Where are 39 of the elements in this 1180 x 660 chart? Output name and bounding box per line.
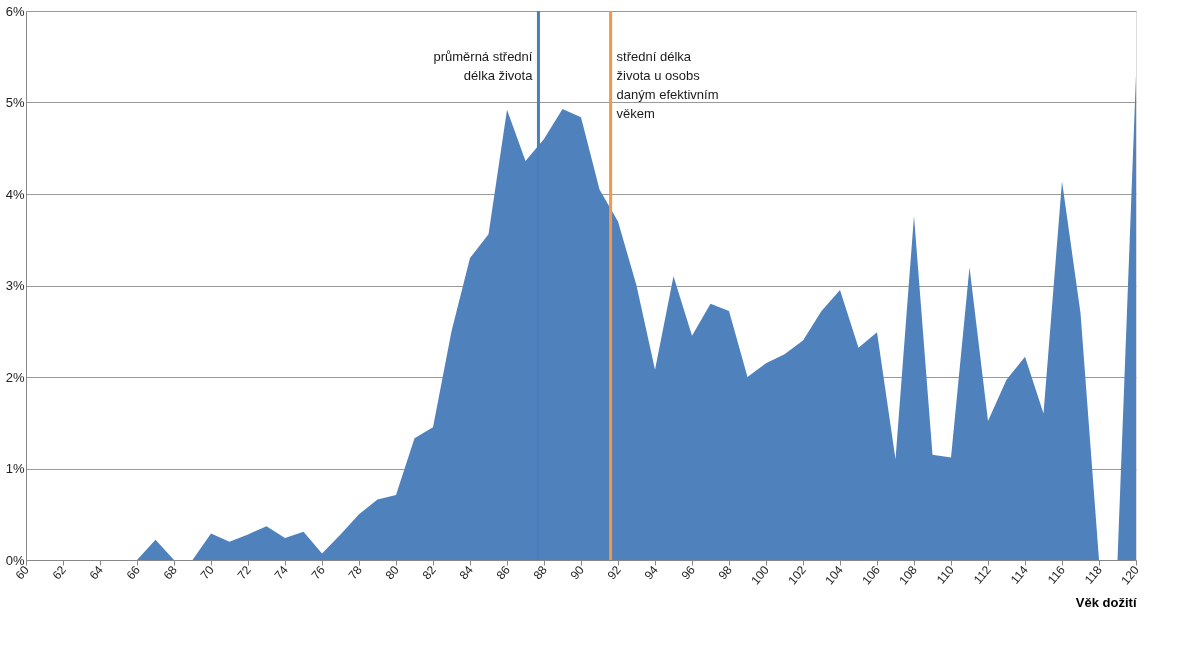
x-tick-label: 70 — [197, 562, 218, 583]
x-tick-label: 120 — [1118, 562, 1143, 588]
y-tick-label: 2% — [5, 369, 25, 385]
x-tick-label: 84 — [456, 562, 477, 583]
x-tick-label: 74 — [271, 562, 292, 583]
y-tick-label: 6% — [5, 3, 25, 19]
x-tick-label: 118 — [1081, 562, 1106, 587]
x-axis-title: Věk dožití — [1075, 594, 1137, 610]
x-tick-label: 112 — [970, 562, 995, 587]
x-tick-label: 82 — [419, 562, 440, 583]
y-tick-label: 1% — [5, 461, 25, 476]
x-tick-label: 116 — [1044, 562, 1069, 587]
x-tick-label: 94 — [641, 562, 662, 583]
x-tick-label: 68 — [160, 562, 181, 583]
x-tick-label: 96 — [678, 562, 699, 583]
x-tick-label: 64 — [86, 562, 107, 583]
x-tick-label: 100 — [748, 562, 773, 588]
x-tick-label: 72 — [234, 562, 255, 583]
y-tick-label: 3% — [5, 278, 25, 293]
x-tick-label: 90 — [567, 562, 588, 583]
ref-line-label: střední délka života u osobs daným efektivním věkem — [616, 49, 719, 121]
x-tick-label: 106 — [859, 562, 884, 588]
y-tick-label: 4% — [5, 186, 25, 202]
x-tick-label: 80 — [382, 562, 403, 583]
x-tick-label: 102 — [785, 562, 810, 588]
x-tick-label: 62 — [49, 562, 70, 583]
x-tick-label: 78 — [345, 562, 366, 583]
x-tick-label: 104 — [822, 562, 847, 588]
x-tick-label: 92 — [604, 562, 625, 583]
y-tick-label: 5% — [5, 95, 25, 110]
ref-line-label: průměrná střední délka života — [433, 49, 534, 83]
x-tick-label: 88 — [530, 562, 551, 583]
x-tick-label: 98 — [715, 562, 736, 583]
x-tick-label: 108 — [896, 562, 921, 588]
x-tick-label: 114 — [1007, 562, 1032, 587]
x-tick-label: 86 — [493, 562, 514, 583]
x-tick-label: 110 — [933, 562, 958, 587]
x-tick-label: 76 — [308, 562, 329, 583]
x-tick-label: 66 — [123, 562, 144, 583]
